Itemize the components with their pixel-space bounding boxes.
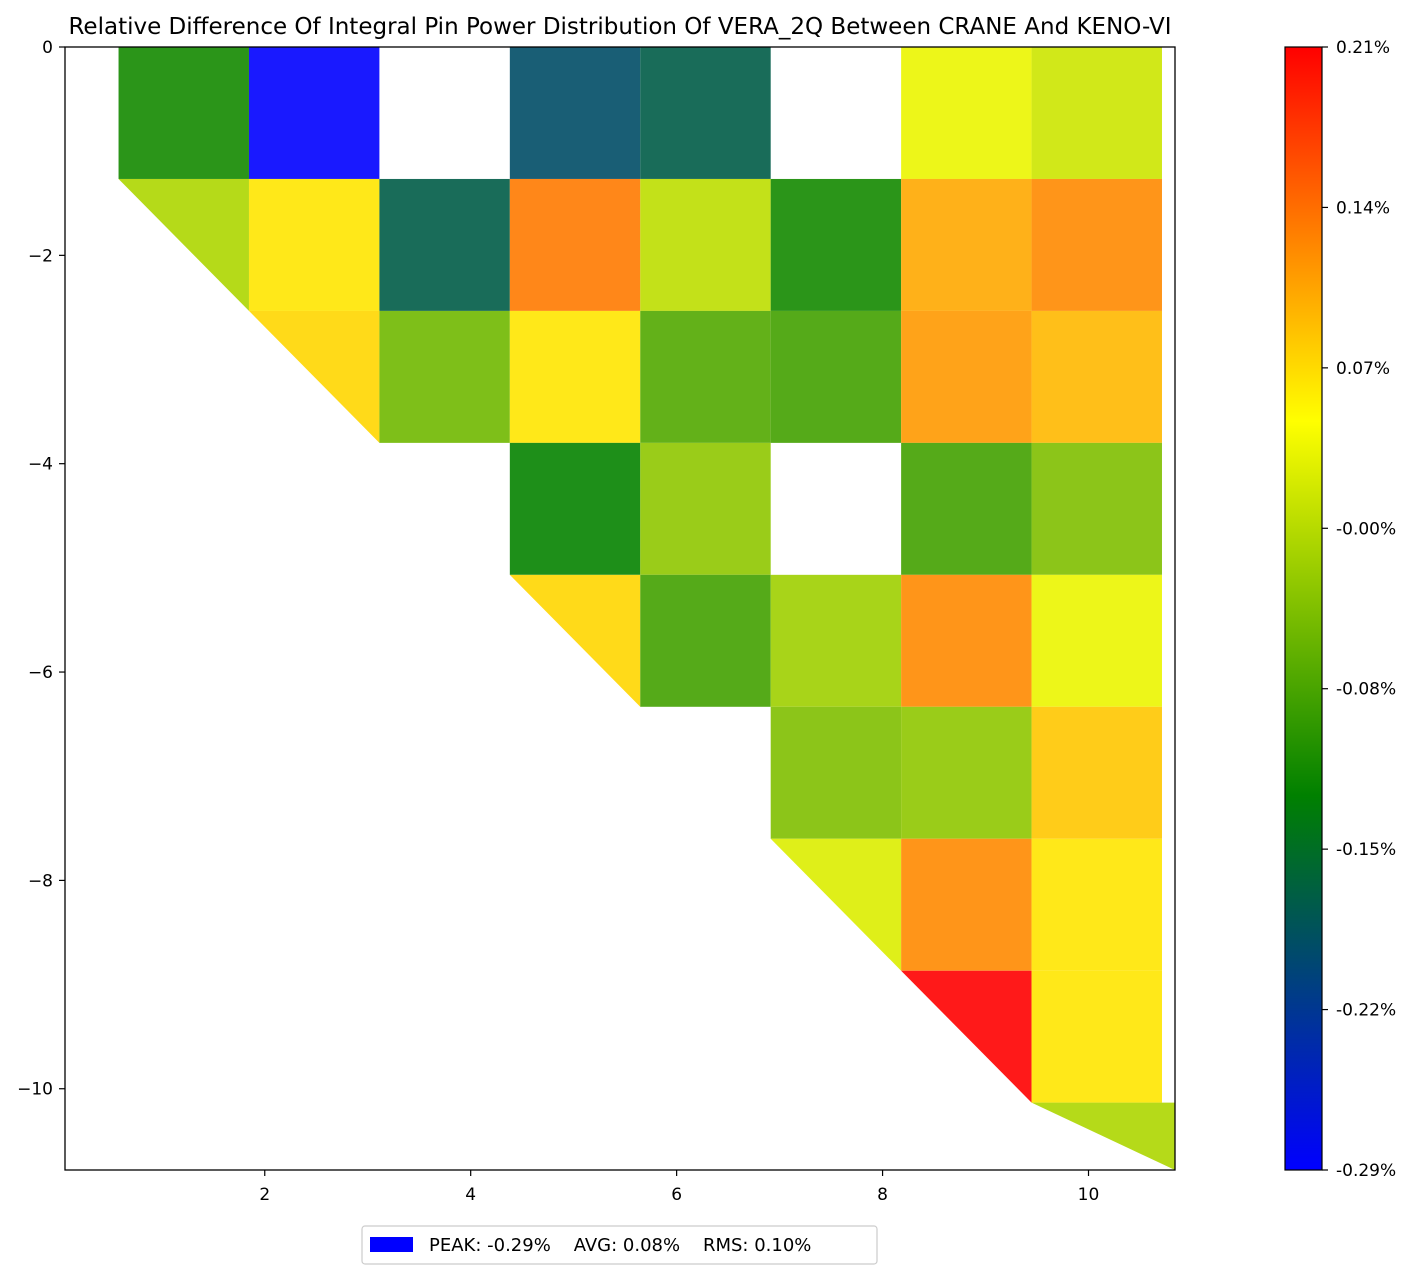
heatmap-cell [901,970,1032,1103]
y-tick-label: −4 [28,455,53,475]
colorbar-tick-label: -0.08% [1336,680,1396,700]
heatmap-cell [1031,1102,1175,1170]
heatmap-cell [770,178,902,311]
heatmap-cell [901,838,1032,971]
heatmap-cell [118,47,249,179]
heatmap-cell [901,178,1032,311]
x-axis: 2 4 6 8 10 [259,1170,1099,1205]
heatmap-cell [901,706,1032,839]
heatmap-cell [509,442,641,575]
heatmap-cell [1031,442,1162,575]
heatmap-cell [1031,838,1162,971]
colorbar-tick-label: 0.21% [1336,38,1390,58]
colorbar-tick-label: 0.14% [1336,198,1390,218]
heatmap-cell [901,47,1032,179]
y-tick-label: 0 [42,38,53,58]
heatmap-cell [1031,47,1162,179]
heatmap-cell [379,310,510,443]
heatmap-cell [509,310,641,443]
heatmap-cell [901,310,1032,443]
heatmap-cell [379,178,510,311]
colorbar-tick-label: -0.00% [1336,519,1396,539]
heatmap-cell [640,442,771,575]
legend-box [361,1225,878,1265]
legend-swatch [370,1237,413,1252]
chart-title: Relative Difference Of Integral Pin Powe… [68,14,1171,40]
legend: PEAK: -0.29% AVG: 0.08% RMS: 0.10% [361,1225,878,1265]
heatmap-cell [901,442,1032,575]
heatmap-cell [640,47,771,179]
colorbar-tick-label: 0.07% [1336,359,1390,379]
heatmap-cell [1031,310,1162,443]
heatmap-cell [640,310,771,443]
legend-text: PEAK: -0.29% AVG: 0.08% RMS: 0.10% [429,1235,811,1256]
heatmap-cell [1031,970,1162,1103]
plot-frame [64,46,1176,1171]
y-tick-label: −10 [17,1080,53,1100]
x-tick-label: 4 [465,1185,476,1205]
heatmap-cell [1031,574,1162,707]
heatmap-cell [770,574,902,707]
x-tick-label: 10 [1078,1185,1100,1205]
heatmap-cell [770,706,902,839]
heatmap-cell [248,310,380,443]
heatmap-cell [1031,178,1162,311]
y-tick-label: −6 [28,663,53,683]
heatmap-cell [509,47,641,179]
heatmap-cell [118,178,249,311]
heatmap-cell [248,178,380,311]
heatmap-cell [770,310,902,443]
heatmap-cell [640,574,771,707]
colorbar-tick-label: -0.22% [1336,1001,1396,1021]
heatmap-cell [770,838,902,971]
y-tick-label: −8 [28,871,53,891]
colorbar-tick-label: -0.29% [1336,1161,1396,1181]
x-tick-label: 6 [671,1185,682,1205]
y-tick-label: −2 [28,246,53,266]
colorbar-gradient [1284,46,1323,1171]
heatmap-cell [509,178,641,311]
heatmap-cell [509,574,641,707]
y-axis: 0 −2 −4 −6 −8 −10 [17,38,65,1100]
heatmap-cell [640,178,771,311]
heatmap-cell [1031,706,1162,839]
x-tick-label: 2 [259,1185,270,1205]
heatmap-cells [118,47,1175,1170]
colorbar: 0.21% 0.14% 0.07% -0.00% -0.08% -0.15% -0.22% -… [1284,38,1396,1181]
colorbar-tick-label: -0.15% [1336,840,1396,860]
heatmap-cell [901,574,1032,707]
x-tick-label: 8 [877,1185,888,1205]
heatmap-cell [248,47,380,179]
